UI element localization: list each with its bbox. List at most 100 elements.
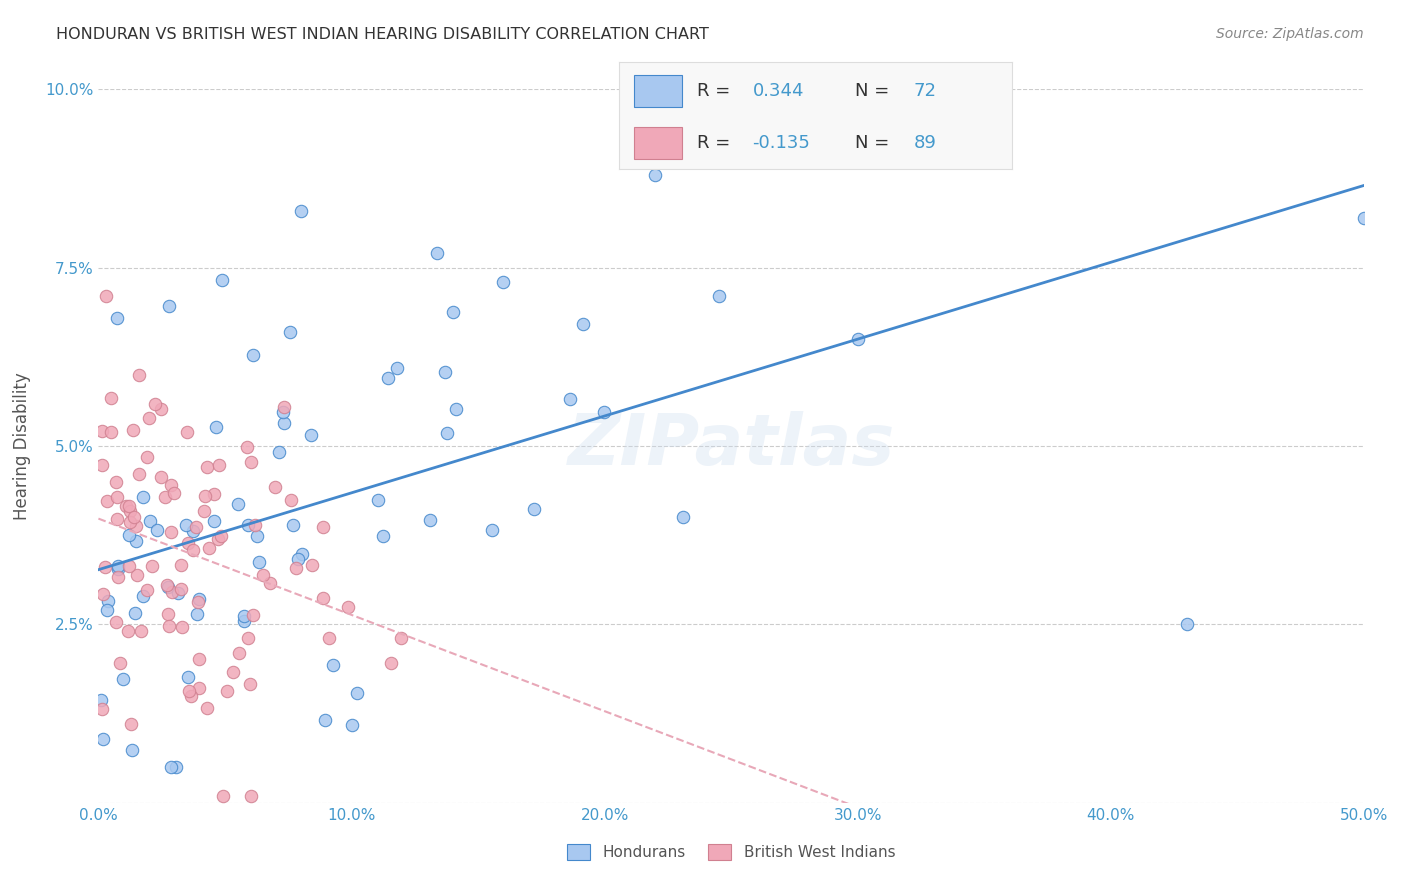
Point [156,578,179,592]
Text: ZIPatlas: ZIPatlas [568,411,894,481]
Text: N =: N = [855,134,889,152]
Text: R =: R = [697,82,731,100]
Point [188,652,211,666]
Point [287,552,309,566]
Point [115,500,138,514]
Point [135,582,157,597]
Point [107,570,129,584]
Point [125,519,148,533]
Point [177,536,200,550]
Point [104,475,127,489]
Point [264,480,287,494]
Point [181,524,204,538]
Point [238,677,260,691]
Point [202,487,225,501]
Point [481,523,503,537]
Point [194,489,217,503]
Point [377,370,399,384]
Point [644,168,666,182]
Point [211,273,233,287]
Point [239,455,262,469]
Point [318,631,340,645]
Point [162,585,184,599]
Point [165,760,187,774]
Point [188,592,211,607]
Point [221,665,243,679]
Point [121,743,143,757]
Point [252,568,274,582]
Point [129,624,152,638]
Point [207,532,229,546]
Point [336,600,359,615]
Point [242,608,264,623]
Point [195,700,218,714]
Point [127,568,149,582]
Point [572,317,595,331]
Point [523,502,546,516]
Point [132,490,155,504]
Point [118,516,141,530]
Point [380,656,402,670]
Legend: Hondurans, British West Indians: Hondurans, British West Indians [561,838,901,866]
Point [91,458,114,473]
Point [179,684,201,698]
Point [157,580,180,594]
Point [105,490,128,504]
Text: Source: ZipAtlas.com: Source: ZipAtlas.com [1216,27,1364,41]
Point [135,450,157,464]
Point [170,620,193,634]
Point [672,510,695,524]
Point [94,289,117,303]
Point [846,332,869,346]
Point [111,672,134,686]
Point [170,558,193,572]
Point [312,591,335,605]
Point [132,589,155,603]
Point [157,618,180,632]
Point [198,541,221,555]
Point [433,365,456,379]
Point [91,702,114,716]
Bar [634,75,682,107]
Point [212,789,235,803]
Point [236,632,259,646]
Point [312,519,335,533]
Point [146,524,169,538]
Point [91,731,114,746]
Bar [634,127,682,159]
Point [209,528,232,542]
Point [128,467,150,481]
Point [371,528,394,542]
Point [208,458,231,472]
Point [153,490,176,504]
Point [436,425,458,440]
Point [560,392,582,407]
Point [314,713,336,727]
Point [122,423,145,437]
Point [117,559,139,574]
Point [159,525,181,540]
Point [441,305,464,319]
Text: HONDURAN VS BRITISH WEST INDIAN HEARING DISABILITY CORRELATION CHART: HONDURAN VS BRITISH WEST INDIAN HEARING … [56,27,709,42]
Point [143,397,166,411]
Point [170,582,193,597]
Point [236,441,259,455]
Point [176,425,198,439]
Point [149,470,172,484]
Point [419,513,441,527]
Point [281,517,304,532]
Point [188,681,211,695]
Point [187,595,209,609]
Point [110,656,132,670]
Text: 0.344: 0.344 [752,82,804,100]
Point [228,646,250,660]
Point [492,275,515,289]
Point [124,510,146,524]
Point [232,614,254,628]
Point [150,402,173,417]
Point [342,717,364,731]
Point [240,789,263,803]
Point [186,607,208,622]
Point [160,478,183,492]
Point [180,689,202,703]
